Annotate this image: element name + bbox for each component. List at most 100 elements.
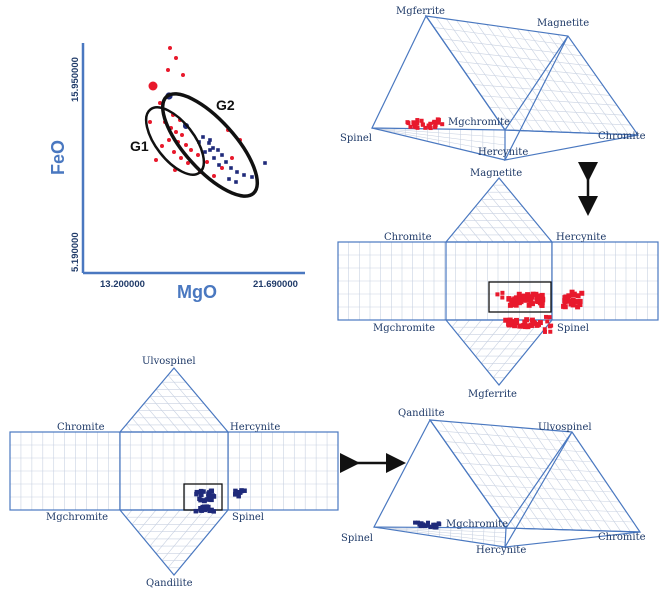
net-red-label-right: Hercynite [556,232,606,243]
net-blue-label-left: Chromite [57,422,105,433]
net-blue-c-point-9 [233,488,238,494]
net-red-c-point-11 [579,290,585,296]
scatter-point-red-24 [220,166,224,170]
prism-red-point-10 [408,124,413,129]
scatter-point-blue-2 [207,141,211,145]
net-red-label-bottom-left: Mgchromite [373,323,435,334]
scatter-point-red-0 [168,46,172,50]
scatter-point-blue-8 [224,160,228,164]
prism-red-point-12 [420,122,425,127]
scatter-point-red-18 [179,156,183,160]
net-red-d-point-6 [542,327,547,332]
prism-red: Mgferrite Magnetite Spinel Mgchromite He… [340,6,646,161]
scatter-points [148,46,267,184]
prism-red-label-right: Chromite [598,131,646,142]
net-red-b-point-26 [524,317,530,323]
prism-blue-left-face [373,418,508,529]
net-red-label-left: Chromite [384,232,432,243]
net-red-c-point-2 [566,298,572,304]
net-red-a-point-38 [537,294,543,300]
prism-red-grid [371,17,632,158]
x-tick-min: 13.200000 [100,279,145,290]
scatter-point-red-28 [148,120,152,124]
scatter-point-blue-14 [227,177,231,181]
prism-blue-point-22 [428,524,433,529]
net-blue-a-point-8 [209,488,215,494]
scatter-point-red-19 [205,160,209,164]
net-red-e-point-2 [500,290,505,295]
net-blue-a-point-16 [199,492,204,497]
net-red-b-point-27 [522,324,528,330]
net-red-a-point-37 [528,299,534,305]
net-blue-label-top: Ulvospinel [142,356,196,367]
scatter-point-blue-19 [208,148,212,152]
scatter-point-blue-5 [216,148,220,152]
net-red-a-point-19 [521,293,527,299]
net-blue-bottom-triangle [118,509,230,576]
scatter-point-blue-13 [208,138,212,142]
scatter-point-red-20 [186,161,190,165]
scatter-point-red-9 [174,130,178,134]
net-red-d-point-5 [548,329,553,334]
net-red-d-point-3 [544,314,549,319]
prism-blue-point-20 [433,525,438,530]
net-red-b-point-12 [519,323,525,329]
net-blue-label-bottom-right: Spinel [232,512,264,523]
net-blue-a-point-5 [201,498,207,504]
y-axis-label: FeO [48,140,68,175]
scatter-point-red-10 [180,133,184,137]
prism-red-point-17 [436,117,441,122]
net-red-a-point-39 [534,298,540,304]
net-red-c-point-6 [575,293,581,299]
scatter-point-red-25 [230,156,234,160]
scatter-point-blue-9 [217,163,221,167]
net-blue-b-point-11 [198,506,203,511]
net-red-a-point-12 [534,295,540,301]
prism-blue-label-mid: Mgchromite [446,519,508,530]
scatter-point-blue-10 [229,166,233,170]
net-red-b-point-21 [531,320,537,326]
scatter-point-blue-4 [203,150,207,154]
net-red-c-point-20 [570,297,576,303]
net-blue-a-point-14 [194,491,199,497]
net-red-b-point-3 [503,317,509,323]
net-blue-b-point-0 [193,508,199,514]
net-red-a-point-24 [525,295,531,301]
prism-red-right-face [503,35,639,161]
scatter-point-red-11 [167,138,171,142]
net-red-grid [338,184,658,379]
net-red-c-point-9 [577,298,583,304]
net-red-d-point-4 [545,319,550,324]
scatter-point-red-15 [189,148,193,152]
net-red-c-point-12 [575,304,581,310]
prism-blue-point-19 [421,522,426,527]
net-blue-label-right: Hercynite [230,422,280,433]
scatter-point-red-23 [212,174,216,178]
prism-blue-label-bottom-left: Spinel [341,533,373,544]
prism-red-label-top-right: Magnetite [537,18,589,29]
group-label-g2: G2 [216,97,235,113]
net-blue-b-point-3 [202,507,208,513]
net-blue-cluster [193,488,247,514]
scatter-point-blue-16 [250,175,254,179]
net-red-a-point-14 [509,300,515,306]
prism-red-point-28 [423,125,428,130]
prism-red-label-bottom-left: Spinel [340,133,372,144]
net-blue-a-point-15 [198,497,203,503]
net-red-b-point-7 [506,321,512,327]
scatter-point-red-large [148,81,158,91]
scatter-point-blue-7 [212,156,216,160]
scatter-point-red-1 [174,56,178,60]
net-blue-grid [10,374,338,569]
prism-red-point-7 [415,121,420,126]
net-blue-a-point-11 [198,488,204,494]
net-red-d-point-7 [547,315,552,320]
net-blue-a-point-19 [204,497,210,502]
prism-red-left-face [371,14,507,131]
net-red-c-point-18 [562,304,568,310]
scatter-point-red-29 [154,158,158,162]
prism-blue-label-top-left: Qandilite [398,408,445,419]
prism-blue-cluster [413,520,442,530]
net-red-a-point-28 [526,302,532,308]
